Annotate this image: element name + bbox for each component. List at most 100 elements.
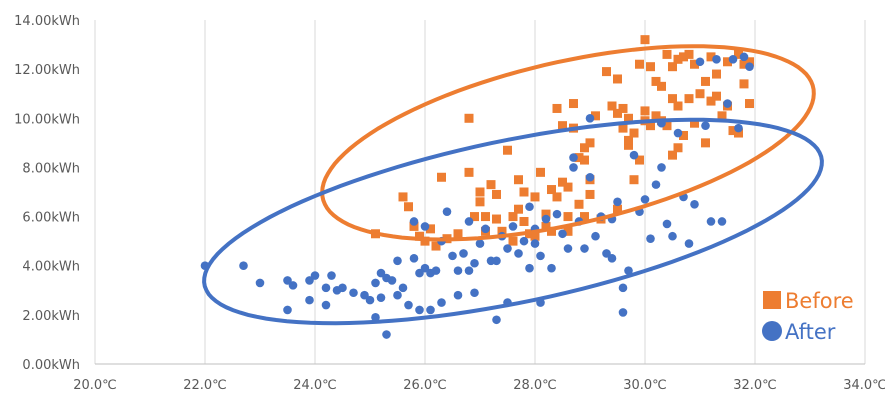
before-point (574, 153, 584, 163)
after-point (492, 315, 501, 325)
before-point (635, 155, 644, 165)
before-point (679, 52, 688, 62)
before-point (475, 197, 485, 207)
before-point (437, 172, 446, 182)
after-point (393, 290, 402, 300)
after-point (668, 231, 677, 241)
after-point (662, 219, 672, 229)
after-point (453, 290, 463, 300)
legend: Before After (762, 289, 854, 344)
y-tick-label: 10.00kWh (14, 112, 80, 127)
after-point (321, 283, 331, 293)
before-point (624, 140, 633, 150)
after-point (376, 293, 386, 302)
after-point (437, 298, 446, 307)
before-point (464, 167, 474, 177)
after-point (415, 268, 424, 278)
x-tick-label: 34.0℃ (843, 378, 885, 393)
after-point (640, 195, 650, 204)
after-point (338, 283, 347, 293)
x-tick-label: 26.0℃ (403, 378, 447, 393)
after-point (717, 217, 727, 226)
after-point (530, 239, 540, 248)
cluster-ellipses (202, 44, 824, 326)
after-point (525, 263, 534, 273)
before-point (629, 128, 639, 138)
before-point (519, 216, 529, 226)
before-point (695, 89, 705, 99)
after-point (629, 150, 639, 160)
after-point (420, 222, 430, 231)
before-point (574, 199, 584, 209)
legend-marker-before (763, 291, 781, 309)
after-point (706, 217, 716, 226)
after-point (695, 57, 705, 67)
before-point (701, 76, 710, 86)
before-point (618, 123, 628, 133)
before-point (745, 99, 754, 109)
y-tick-label: 12.00kWh (14, 63, 80, 78)
after-point (508, 222, 518, 231)
before-point (668, 94, 677, 104)
after-point (387, 276, 397, 285)
before-point (662, 49, 672, 59)
before-point (701, 138, 710, 148)
after-point (552, 209, 562, 219)
before-point (739, 59, 749, 69)
y-tick-labels: 0.00kWh 2.00kWh 4.00kWh 6.00kWh 8.00kWh 10.00… (14, 14, 80, 373)
y-tick-label: 2.00kWh (22, 309, 80, 324)
after-point (646, 234, 655, 243)
before-point (690, 118, 699, 128)
after-point (404, 300, 413, 310)
after-point (431, 266, 441, 275)
after-point (409, 217, 419, 226)
after-point (371, 278, 380, 288)
before-point (668, 150, 677, 160)
before-point (470, 212, 479, 222)
before-point (684, 49, 694, 59)
gridlines (94, 20, 866, 364)
x-tick-label: 24.0℃ (293, 378, 337, 393)
before-point (706, 96, 716, 106)
after-point (728, 55, 738, 64)
y-tick-label: 8.00kWh (22, 161, 80, 176)
before-point (563, 226, 573, 236)
after-point (398, 283, 408, 293)
before-point (514, 175, 523, 185)
before-point (404, 202, 413, 212)
after-point (283, 276, 292, 285)
before-point (651, 76, 661, 86)
x-tick-label: 28.0℃ (513, 378, 557, 393)
before-point (651, 111, 661, 121)
after-point (442, 207, 452, 216)
before-point (640, 106, 650, 116)
before-point (558, 177, 567, 187)
before-point (739, 79, 749, 89)
before-point (481, 212, 490, 222)
before-point (734, 128, 743, 138)
after-point (734, 123, 743, 133)
after-point (255, 278, 265, 288)
after-point (305, 295, 314, 305)
after-point (409, 254, 419, 263)
before-point (673, 54, 683, 64)
before-point (745, 57, 754, 67)
after-point (607, 254, 617, 263)
before-point (712, 69, 721, 79)
before-point (585, 189, 595, 199)
before-point (547, 226, 556, 236)
y-tick-label: 6.00kWh (22, 211, 80, 226)
after-point (739, 52, 749, 62)
x-tick-label: 32.0℃ (733, 378, 777, 393)
after-point (365, 295, 375, 305)
before-point (415, 231, 424, 241)
before-point (475, 187, 485, 197)
after-point (519, 236, 529, 246)
after-point (624, 266, 633, 275)
after-point (585, 113, 595, 123)
after-point (585, 172, 595, 182)
before-point (728, 126, 738, 136)
after-point (569, 153, 578, 162)
before-point (580, 155, 589, 165)
